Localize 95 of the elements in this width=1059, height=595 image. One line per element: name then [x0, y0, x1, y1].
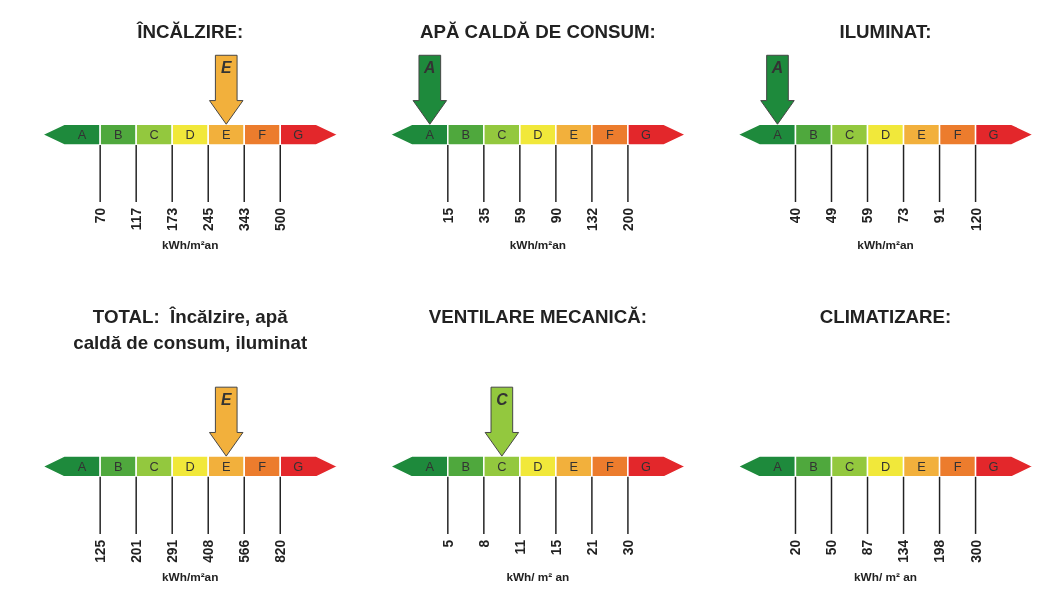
data-label: 500 [273, 207, 289, 231]
text: CLIMATIZARE: [819, 306, 952, 328]
category-label: F [953, 127, 962, 143]
category-label: D [880, 127, 891, 143]
pointer-arrow: E [209, 54, 244, 125]
data-label: 408 [201, 539, 217, 563]
text: VENTILARE MECANICĂ: [428, 306, 647, 328]
category-label: B [809, 459, 818, 475]
category-label: F [258, 459, 267, 475]
category-label: D [533, 459, 543, 475]
data-label: 49 [824, 207, 840, 224]
category-label: C [844, 127, 855, 143]
category-label: E [221, 459, 231, 475]
category-label: F [953, 459, 962, 475]
text: kWh/m²an [162, 238, 219, 253]
text: kWh/m²an [857, 238, 914, 253]
category-label: D [880, 459, 891, 475]
data-label: 198 [932, 539, 948, 563]
text: APĂ CALDĂ DE CONSUM: [419, 20, 656, 42]
data-label: 245 [201, 207, 217, 231]
text: kWh/m²an [509, 238, 567, 253]
text: ÎNCĂLZIRE: [136, 20, 244, 42]
data-label: 300 [968, 539, 984, 563]
category-label: G [640, 459, 651, 475]
data-label: 134 [896, 539, 912, 563]
category-label: G [293, 127, 304, 143]
text: kWh/ m² an [506, 570, 570, 585]
data-label: 21 [584, 539, 600, 556]
data-label: 40 [788, 207, 804, 224]
data-label: 5 [440, 539, 456, 548]
data-label: 820 [273, 539, 289, 563]
category-label: B [113, 127, 123, 143]
data-label: 59 [512, 207, 528, 224]
data-label: 73 [896, 207, 912, 224]
category-label: E [221, 127, 231, 143]
category-label: E [917, 459, 926, 475]
data-label: 291 [165, 539, 181, 563]
category-label: C [497, 127, 507, 143]
category-label: E [569, 127, 579, 143]
text: TOTAL: Încălzire, apă caldă de consum, iluminat [73, 306, 308, 353]
category-label: F [605, 459, 614, 475]
pointer-arrow: A [412, 54, 448, 125]
category-label: G [640, 127, 651, 143]
data-label: 30 [620, 539, 636, 556]
text: ILUMINAT: [839, 20, 932, 42]
data-label: 200 [620, 207, 636, 231]
category-label: G [988, 127, 999, 143]
category-label: B [461, 127, 471, 143]
data-label: 50 [824, 539, 840, 556]
category-label: C [149, 127, 159, 143]
category-label: E [917, 127, 926, 143]
category-label: B [461, 459, 471, 475]
data-label: 91 [932, 207, 948, 224]
data-label: 70 [93, 207, 109, 224]
data-label: 117 [129, 207, 145, 231]
data-label: 59 [860, 207, 876, 224]
data-label: 20 [788, 539, 804, 556]
pointer-arrow: C [484, 386, 520, 457]
category-label: D [533, 127, 543, 143]
category-label: F [605, 127, 614, 143]
data-label: 15 [440, 207, 456, 224]
data-label: 566 [237, 539, 253, 563]
data-label: 8 [476, 539, 492, 548]
data-label: 87 [860, 539, 876, 556]
category-label: C [149, 459, 159, 475]
data-label: 125 [93, 539, 109, 563]
category-label: A [425, 127, 435, 143]
pointer-arrow: E [209, 386, 244, 457]
data-label: 132 [584, 207, 600, 231]
category-label: A [773, 459, 783, 475]
text: kWh/ m² an [854, 570, 917, 585]
category-label: D [185, 127, 195, 143]
data-label: 90 [548, 207, 564, 224]
category-label: A [77, 127, 87, 143]
category-label: G [988, 459, 999, 475]
data-label: 201 [129, 539, 145, 563]
category-label: D [185, 459, 195, 475]
category-label: A [425, 459, 435, 475]
category-label: E [569, 459, 579, 475]
pointer-arrow: A [760, 54, 795, 125]
data-label: 173 [165, 207, 181, 231]
category-label: B [809, 127, 818, 143]
category-label: A [77, 459, 87, 475]
data-label: 343 [237, 207, 253, 231]
data-label: 11 [512, 539, 528, 555]
category-label: G [293, 459, 304, 475]
data-label: 15 [548, 539, 564, 556]
category-label: B [113, 459, 123, 475]
text: kWh/m²an [162, 570, 219, 585]
category-label: F [258, 127, 267, 143]
category-label: C [497, 459, 507, 475]
category-label: C [844, 459, 855, 475]
data-label: 120 [968, 207, 984, 231]
category-label: A [773, 127, 783, 143]
data-label: 35 [476, 207, 492, 224]
